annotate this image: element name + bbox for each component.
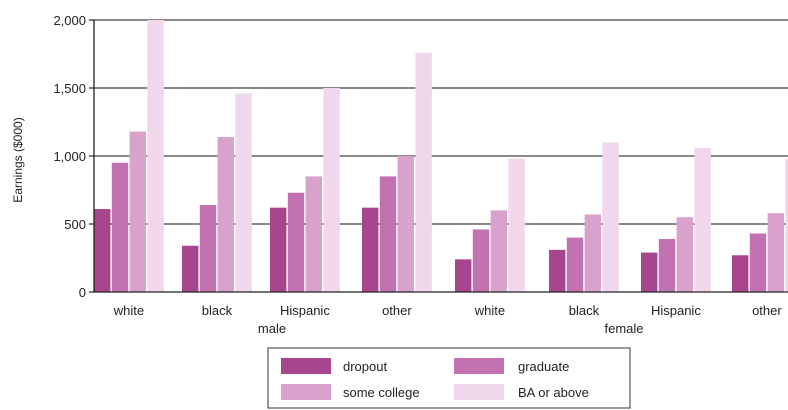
- x-category-label: black: [202, 303, 233, 318]
- legend-swatch-dropout: [281, 358, 331, 374]
- bar-some-college-white-4: [490, 210, 507, 292]
- bar-dropout-hispanic-2: [270, 207, 287, 292]
- legend-label-graduate: graduate: [518, 359, 569, 374]
- bar-graduate-white-4: [472, 229, 490, 292]
- x-category-label: white: [474, 303, 505, 318]
- legend-label-some-college: some college: [343, 385, 420, 400]
- bar-some-college-black-5: [584, 214, 601, 292]
- bar-graduate-black-5: [566, 237, 584, 292]
- bar-some-college-hispanic-6: [676, 217, 693, 292]
- bar-ba-or-above-white-4: [508, 158, 525, 292]
- x-category-label: other: [752, 303, 782, 318]
- bar-graduate-other-7: [749, 233, 767, 292]
- y-ticks: 0 500 1,000 1,500 2,000: [53, 13, 94, 300]
- bar-dropout-black-5: [549, 249, 566, 292]
- bar-graduate-hispanic-6: [658, 238, 676, 292]
- legend-swatch-ba-or-above: [454, 384, 504, 400]
- bar-graduate-black-1: [199, 204, 217, 292]
- bar-some-college-other-3: [397, 156, 414, 292]
- bar-graduate-other-3: [379, 176, 397, 292]
- bar-ba-or-above-white-0: [147, 20, 164, 292]
- y-tick-label: 1,500: [53, 81, 86, 96]
- bar-ba-or-above-other-3: [415, 52, 432, 292]
- x-category-label: white: [113, 303, 144, 318]
- legend-label-ba-or-above: BA or above: [518, 385, 589, 400]
- bar-dropout-white-4: [455, 259, 472, 292]
- x-category-label: black: [569, 303, 600, 318]
- bar-dropout-white-0: [94, 209, 111, 292]
- bar-ba-or-above-black-1: [235, 93, 252, 292]
- legend-swatch-graduate: [454, 358, 504, 374]
- bar-dropout-black-1: [182, 245, 199, 292]
- x-category-label: other: [382, 303, 412, 318]
- bar-graduate-hispanic-2: [287, 192, 305, 292]
- x-category-labels: white black Hispanic other white black Hispani…: [113, 303, 783, 318]
- bar-some-college-hispanic-2: [305, 176, 322, 292]
- legend-label-dropout: dropout: [343, 359, 387, 374]
- bar-dropout-other-3: [362, 207, 379, 292]
- bar-dropout-other-7: [732, 255, 749, 292]
- bar-ba-or-above-hispanic-2: [323, 88, 340, 292]
- x-category-label: Hispanic: [651, 303, 701, 318]
- bar-dropout-hispanic-6: [641, 252, 658, 292]
- group-label-male: male: [258, 321, 286, 336]
- y-tick-label: 1,000: [53, 149, 86, 164]
- bar-some-college-other-7: [767, 213, 784, 292]
- bar-some-college-black-1: [217, 136, 234, 292]
- gridlines: [94, 19, 788, 225]
- bar-ba-or-above-black-5: [602, 142, 619, 292]
- y-tick-label: 0: [79, 285, 86, 300]
- legend: dropout graduate some college BA or abov…: [267, 347, 631, 409]
- y-tick-label: 500: [64, 217, 86, 232]
- y-axis-title: Earnings ($000): [11, 117, 25, 202]
- bar-graduate-white-0: [111, 162, 129, 292]
- y-tick-label: 2,000: [53, 13, 86, 28]
- bar-some-college-white-0: [129, 131, 146, 292]
- bar-ba-or-above-other-7: [785, 158, 788, 292]
- group-label-female: female: [604, 321, 643, 336]
- bar-ba-or-above-hispanic-6: [694, 147, 711, 292]
- x-category-label: Hispanic: [280, 303, 330, 318]
- bars: [94, 20, 788, 292]
- legend-swatch-some-college: [281, 384, 331, 400]
